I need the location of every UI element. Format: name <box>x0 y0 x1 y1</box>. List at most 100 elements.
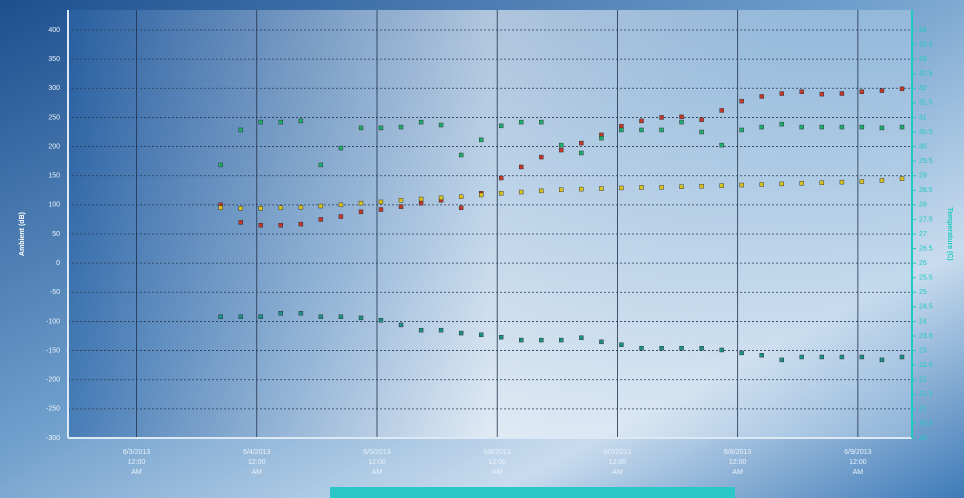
y-tick-label: 350 <box>48 56 60 63</box>
marker <box>519 337 524 343</box>
marker <box>238 127 243 133</box>
y-tick-label: 400 <box>48 27 60 34</box>
marker <box>378 125 384 131</box>
x-tick-label: 6/6/2013 12:00 AM <box>484 449 511 476</box>
marker <box>318 217 324 222</box>
marker <box>599 135 604 141</box>
marker <box>799 354 804 360</box>
marker <box>498 123 504 129</box>
x-tick-label: 6/8/2013 12:00 AM <box>724 449 751 476</box>
marker <box>498 175 504 181</box>
marker <box>659 127 664 133</box>
marker <box>899 86 905 92</box>
marker <box>559 187 564 192</box>
marker <box>238 314 243 319</box>
y2-tick-label: 32.5 <box>919 71 933 78</box>
marker <box>839 91 845 96</box>
y-tick-label: -50 <box>50 289 60 296</box>
y2-tick-label: 31 <box>919 114 927 121</box>
y2-tick-label: 27 <box>919 231 927 238</box>
marker <box>559 147 564 153</box>
marker <box>739 350 744 356</box>
marker <box>579 140 584 146</box>
marker <box>679 119 684 125</box>
marker <box>398 197 404 203</box>
marker <box>338 214 344 219</box>
marker <box>639 118 644 124</box>
marker <box>719 142 724 148</box>
marker <box>619 342 624 347</box>
marker <box>559 142 564 148</box>
marker <box>238 220 243 225</box>
marker <box>719 108 724 113</box>
marker <box>759 353 764 358</box>
marker <box>418 196 424 202</box>
marker <box>699 346 704 351</box>
marker <box>358 200 364 206</box>
marker <box>759 182 764 187</box>
y-tick-label: 250 <box>48 114 60 121</box>
marker <box>879 178 885 183</box>
marker <box>378 207 384 212</box>
y-tick-label: 300 <box>48 85 60 92</box>
marker <box>218 205 223 210</box>
marker <box>819 354 825 360</box>
y2-tick-label: 34 <box>919 27 927 34</box>
marker <box>378 318 384 323</box>
y-tick-label: 100 <box>48 202 60 209</box>
marker <box>358 315 364 321</box>
marker <box>519 189 524 195</box>
marker <box>418 327 424 333</box>
marker <box>258 206 263 211</box>
y2-tick-label: 30 <box>919 143 927 150</box>
marker <box>839 124 845 130</box>
marker <box>619 127 624 133</box>
y2-tick-label: 27.5 <box>919 216 933 223</box>
marker <box>398 322 404 328</box>
marker <box>438 122 444 128</box>
marker <box>819 124 825 130</box>
marker <box>298 311 304 316</box>
marker <box>839 179 845 185</box>
marker <box>579 335 584 340</box>
marker <box>639 185 644 190</box>
marker <box>519 164 524 170</box>
marker <box>559 337 564 343</box>
marker <box>899 354 905 360</box>
marker <box>238 206 243 211</box>
marker <box>298 204 304 210</box>
marker <box>679 184 684 189</box>
marker <box>599 339 604 345</box>
marker <box>879 88 885 93</box>
y-tick-label: 200 <box>48 143 60 150</box>
legend-box <box>330 487 735 498</box>
y2-tick-label: 25 <box>919 289 927 296</box>
y2-tick-label: 29 <box>919 173 927 180</box>
y2-tick-label: 33 <box>919 56 927 63</box>
marker <box>338 202 344 208</box>
marker <box>779 121 784 127</box>
y2-tick-label: 24 <box>919 318 927 325</box>
y2-tick-label: 23.5 <box>919 333 933 340</box>
marker <box>458 330 464 336</box>
marker <box>579 186 584 192</box>
y2-tick-label: 21 <box>919 406 927 413</box>
marker <box>679 114 684 120</box>
marker <box>759 94 764 99</box>
marker <box>258 119 263 125</box>
x-tick-label: 6/7/2013 12:00 AM <box>604 449 631 476</box>
marker <box>679 346 684 351</box>
marker <box>438 327 444 333</box>
marker <box>539 119 544 125</box>
y-tick-label: -100 <box>46 318 60 325</box>
y2-tick-label: 29.5 <box>919 158 933 165</box>
marker <box>358 125 364 131</box>
marker <box>839 354 845 360</box>
y2-tick-label: 31.5 <box>919 100 933 107</box>
x-tick-label: 6/3/2013 12:00 AM <box>123 449 150 476</box>
y-tick-label: -200 <box>46 377 60 384</box>
y-axis-title: Ambient (dB) <box>19 212 26 256</box>
marker <box>699 117 704 122</box>
marker <box>639 127 644 133</box>
